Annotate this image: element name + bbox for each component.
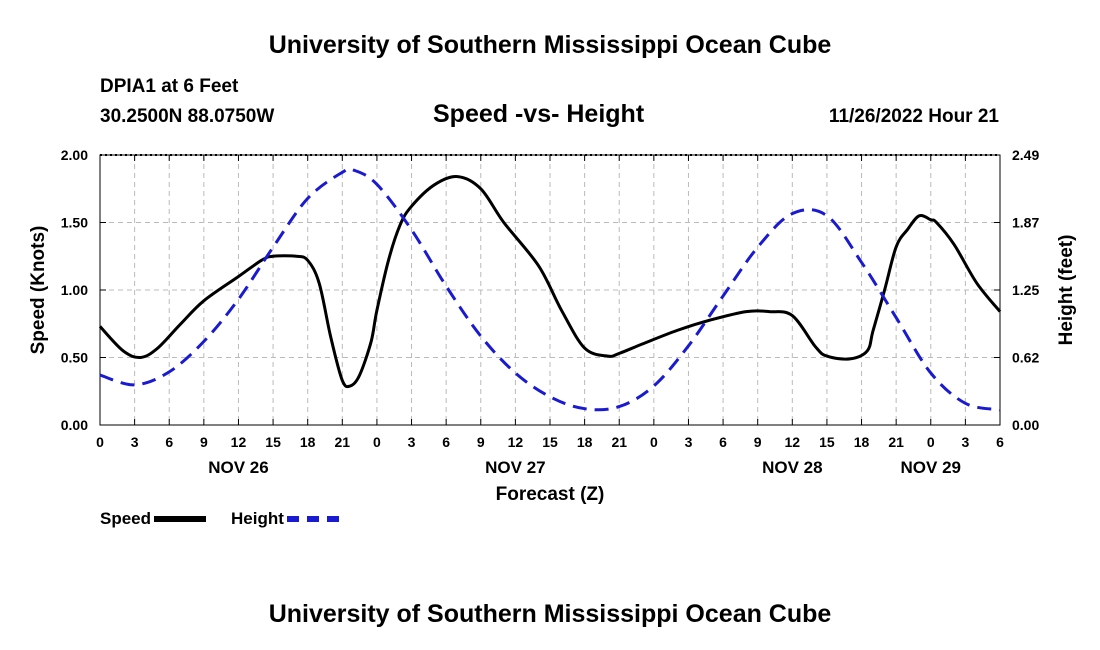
x-tick-label: 12 bbox=[231, 434, 247, 450]
x-day-label: NOV 26 bbox=[208, 458, 268, 477]
y-left-tick-label: 0.50 bbox=[61, 350, 88, 366]
legend-speed-label: Speed bbox=[100, 509, 152, 528]
x-tick-label: 15 bbox=[265, 434, 281, 450]
station-coordinates: 30.2500N 88.0750W bbox=[100, 106, 275, 127]
x-tick-label: 21 bbox=[335, 434, 351, 450]
x-tick-label: 21 bbox=[888, 434, 904, 450]
series-line-height bbox=[99, 167, 1001, 412]
legend-height-swatch bbox=[286, 516, 339, 522]
x-tick-label: 3 bbox=[408, 434, 416, 450]
x-tick-label: 6 bbox=[165, 434, 173, 450]
y-axis-right-label: Height (feet) bbox=[1056, 235, 1077, 346]
y-axis-left-label: Speed (Knots) bbox=[28, 226, 49, 355]
legend-speed-swatch bbox=[154, 516, 207, 522]
x-tick-label: 9 bbox=[200, 434, 208, 450]
x-axis-label: Forecast (Z) bbox=[496, 484, 605, 505]
x-tick-label: 12 bbox=[508, 434, 524, 450]
legend-speed: Speed bbox=[100, 509, 207, 529]
y-right-tick-label: 0.00 bbox=[1012, 417, 1039, 433]
x-tick-label: 18 bbox=[300, 434, 316, 450]
chart-subtitle: Speed -vs- Height bbox=[433, 100, 645, 128]
y-right-tick-label: 2.49 bbox=[1012, 147, 1039, 163]
x-tick-label: 12 bbox=[785, 434, 801, 450]
series-layer bbox=[98, 167, 1002, 412]
x-tick-label: 0 bbox=[927, 434, 935, 450]
y-right-tick-label: 1.25 bbox=[1012, 282, 1039, 298]
x-tick-label: 21 bbox=[611, 434, 627, 450]
x-tick-label: 9 bbox=[477, 434, 485, 450]
x-day-label: NOV 27 bbox=[485, 458, 545, 477]
x-tick-label: 6 bbox=[719, 434, 727, 450]
x-tick-label: 3 bbox=[685, 434, 693, 450]
footer-title: University of Southern Mississippi Ocean… bbox=[268, 600, 832, 628]
chart-main-title: University of Southern Mississippi Ocean… bbox=[268, 31, 832, 59]
x-tick-label: 6 bbox=[442, 434, 450, 450]
station-label: DPIA1 at 6 Feet bbox=[100, 76, 239, 97]
forecast-datetime: 11/26/2022 Hour 21 bbox=[828, 106, 999, 127]
x-tick-label: 3 bbox=[961, 434, 969, 450]
y-left-tick-label: 2.00 bbox=[61, 147, 88, 163]
x-tick-label: 0 bbox=[96, 434, 104, 450]
legend-height-label: Height bbox=[231, 509, 284, 528]
x-tick-label: 18 bbox=[577, 434, 593, 450]
legend-height: Height bbox=[231, 509, 339, 529]
y-right-tick-label: 1.87 bbox=[1012, 215, 1039, 231]
x-tick-label: 3 bbox=[131, 434, 139, 450]
x-day-label: NOV 28 bbox=[762, 458, 822, 477]
series-line-speed bbox=[98, 175, 1002, 389]
x-tick-label: 9 bbox=[754, 434, 762, 450]
x-tick-label: 15 bbox=[542, 434, 558, 450]
x-tick-label: 15 bbox=[819, 434, 835, 450]
y-right-tick-label: 0.62 bbox=[1012, 350, 1039, 366]
y-left-tick-label: 0.00 bbox=[61, 417, 88, 433]
x-day-label: NOV 29 bbox=[901, 458, 961, 477]
y-left-tick-label: 1.50 bbox=[61, 215, 88, 231]
x-tick-label: 18 bbox=[854, 434, 870, 450]
x-tick-label: 6 bbox=[996, 434, 1004, 450]
x-tick-label: 0 bbox=[373, 434, 381, 450]
x-tick-label: 0 bbox=[650, 434, 658, 450]
y-left-tick-label: 1.00 bbox=[61, 282, 88, 298]
axis-ticks: 0 3 6 9 12 15 18 21 0 3 6 9 12 15 18 21 0 3 6 9 12 15 18 21 0 3 6 N… bbox=[61, 147, 1040, 477]
